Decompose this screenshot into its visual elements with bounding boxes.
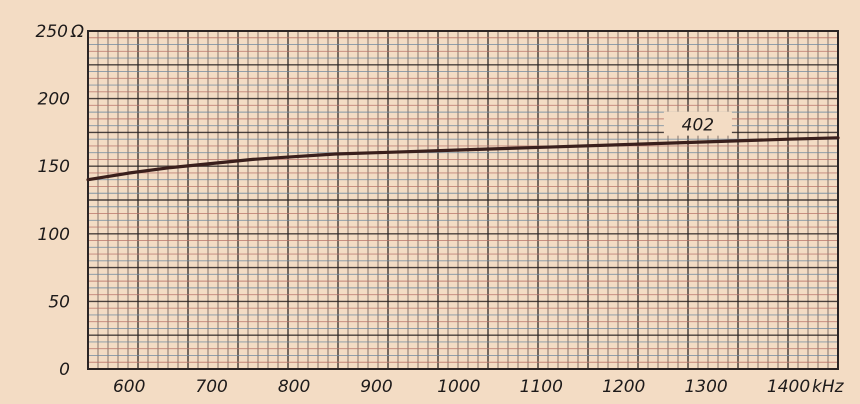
- chart-grid: [88, 31, 838, 369]
- annotation-layer: 402: [663, 111, 732, 136]
- y-tick-label: 200: [38, 90, 70, 110]
- x-tick-label: 1400: [767, 377, 810, 397]
- y-tick-label: 250: [36, 22, 68, 42]
- y-tick-label: 0: [59, 360, 70, 380]
- y-tick-label: 150: [38, 157, 70, 177]
- x-tick-label: 800: [278, 377, 310, 397]
- x-tick-label: 600: [113, 377, 145, 397]
- series-layer: [86, 136, 840, 182]
- x-tick-label: 900: [360, 377, 392, 397]
- x-tick-label: 1000: [437, 377, 480, 397]
- series-line-402: [86, 136, 840, 182]
- x-tick-label: 1200: [602, 377, 645, 397]
- axes-layer: 0 50 100 150 200 250 Ω 600 700 800 900 1000 1100 1200…: [36, 22, 845, 397]
- y-tick-label: 50: [48, 292, 70, 312]
- x-unit-label: kHz: [812, 377, 845, 397]
- x-tick-label: 700: [195, 377, 227, 397]
- x-tick-label: 1100: [520, 377, 563, 397]
- plot-frame: [87, 30, 839, 370]
- x-tick-label: 1300: [684, 377, 727, 397]
- series-annotation-label: 402: [682, 116, 714, 136]
- y-unit-label: Ω: [70, 22, 84, 42]
- annotation-background: [663, 111, 732, 136]
- y-tick-label: 100: [38, 225, 70, 245]
